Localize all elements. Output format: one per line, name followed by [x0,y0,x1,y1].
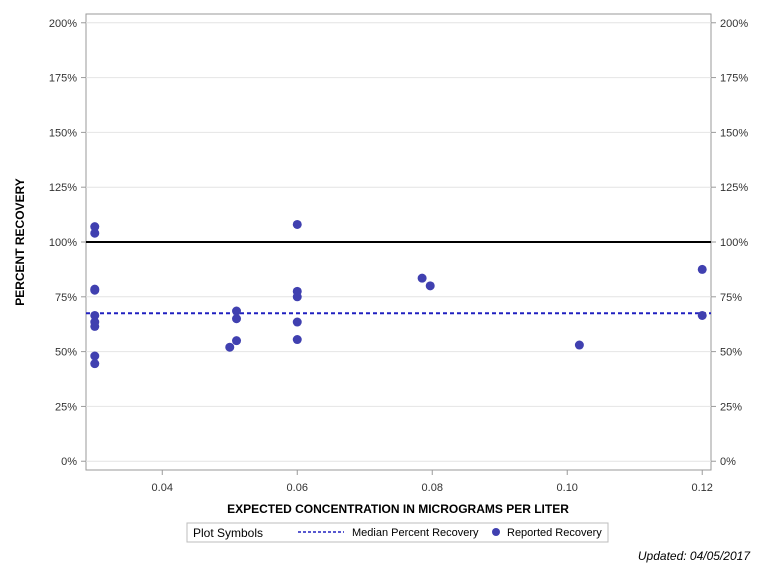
y-axis-left: 0% 25% 50% 75% 100% 125% 150% 175% 200% [49,18,86,468]
data-point [292,335,302,345]
data-point [697,264,707,274]
y-tick-label-right: 100% [720,237,748,249]
data-point [232,306,242,316]
y-tick-label: 125% [49,182,77,194]
data-point [90,351,100,361]
x-tick-label: 0.04 [152,482,173,494]
y-tick-label: 0% [61,456,77,468]
y-tick-label: 200% [49,18,77,30]
y-tick-label-right: 200% [720,18,748,30]
x-axis: 0.04 0.06 0.08 0.10 0.12 [152,470,713,494]
updated-date: Updated: 04/05/2017 [637,549,750,563]
data-point [697,310,707,320]
y-tick-label-right: 75% [720,292,742,304]
y-tick-label-right: 175% [720,73,748,85]
x-axis-label: EXPECTED CONCENTRATION IN MICROGRAMS PER… [227,502,569,516]
legend-reported-label: Reported Recovery [507,527,602,539]
y-axis-label: PERCENT RECOVERY [13,178,27,306]
legend-median-label: Median Percent Recovery [352,527,479,539]
y-tick-label: 175% [49,73,77,85]
x-tick-label: 0.06 [287,482,308,494]
legend-title: Plot Symbols [193,526,263,540]
data-point [425,281,435,291]
data-point [292,317,302,327]
data-point [90,228,100,238]
y-tick-label: 25% [55,401,77,413]
x-tick-label: 0.10 [557,482,578,494]
data-point [90,321,100,331]
legend: Plot Symbols Median Percent Recovery Rep… [186,522,609,543]
y-tick-label-right: 125% [720,182,748,194]
y-tick-label: 50% [55,347,77,359]
legend-box [186,522,609,543]
y-tick-label-right: 150% [720,127,748,139]
data-point [232,336,242,346]
reported-recovery-points [90,219,707,369]
data-point [90,284,100,294]
data-point [292,292,302,302]
data-point [90,359,100,369]
y-tick-label: 75% [55,292,77,304]
x-tick-label: 0.12 [692,482,713,494]
legend-reported-symbol [492,528,500,536]
x-tick-label: 0.08 [422,482,443,494]
y-tick-label: 100% [49,237,77,249]
data-point [225,342,235,352]
data-point [90,222,100,232]
y-tick-label-right: 25% [720,401,742,413]
y-tick-label: 150% [49,127,77,139]
data-point [232,314,242,324]
y-axis-right: 0% 25% 50% 75% 100% 125% 150% 175% 200% [711,18,748,468]
y-tick-label-right: 50% [720,347,742,359]
data-point [90,310,100,320]
data-point [417,273,427,283]
data-point [574,340,584,350]
data-point [292,219,302,229]
y-tick-label-right: 0% [720,456,736,468]
